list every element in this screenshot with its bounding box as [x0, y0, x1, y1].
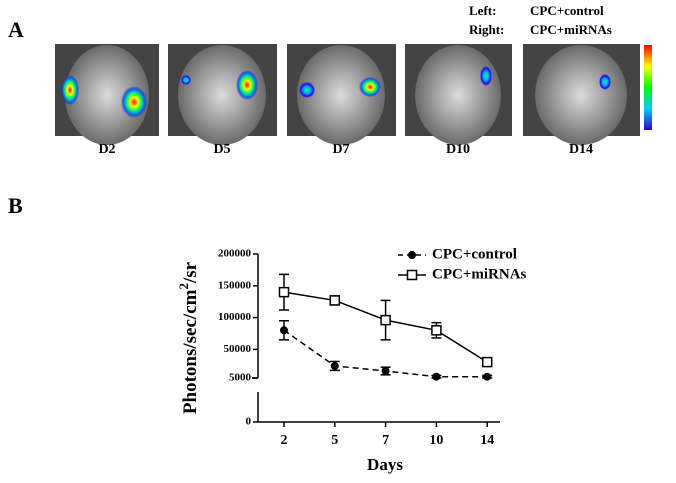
y-tick-label: 0 — [246, 416, 252, 428]
legend-label: CPC+control — [432, 246, 517, 262]
data-point — [481, 356, 493, 368]
data-point — [483, 372, 492, 381]
data-point — [329, 295, 341, 306]
y-axis-label: Photons/sec/cm2/sr — [176, 261, 201, 414]
chart: 0 5000 50000 100000 150000 200000 2 5 7 10 14 Days P… — [176, 246, 527, 473]
y-tick-label: 5000 — [229, 372, 252, 384]
image — [405, 44, 512, 145]
y-axis-label-part: Photons/sec/cm — [180, 289, 201, 414]
image — [287, 44, 396, 145]
image — [55, 44, 159, 145]
data-point — [280, 326, 288, 335]
images — [55, 44, 652, 145]
y-tick-label: 100000 — [218, 311, 252, 323]
image-caption: D7 — [332, 142, 349, 157]
header-value: CPC+miRNAs — [530, 22, 612, 37]
data-point — [381, 367, 390, 376]
image-caption: D14 — [569, 142, 593, 157]
legend-label: CPC+miRNAs — [432, 266, 527, 282]
image-caption: D2 — [98, 142, 115, 157]
captions: D2 D5 D7 D10 D14 — [98, 142, 593, 157]
x-tick-label: 2 — [281, 433, 288, 448]
data-point — [330, 361, 339, 370]
header-value: CPC+control — [530, 3, 604, 18]
image-caption: D5 — [213, 142, 230, 157]
y-tick-label: 150000 — [218, 279, 252, 291]
image-caption: D10 — [446, 142, 470, 157]
panel-label: B — [8, 193, 23, 218]
image — [168, 44, 277, 145]
data-point — [408, 251, 416, 259]
y-tick-label: 200000 — [218, 248, 252, 260]
header-key: Right: — [469, 22, 504, 37]
image — [523, 44, 640, 145]
x-tick-label: 7 — [382, 433, 389, 448]
x-axis-label: Days — [367, 455, 403, 474]
x-tick-label: 10 — [429, 433, 443, 448]
data-point — [380, 314, 391, 326]
y-axis-label-part: /sr — [180, 261, 201, 284]
panel-label: A — [8, 17, 24, 42]
data-point — [432, 372, 441, 381]
data-point — [431, 325, 442, 336]
data-point — [406, 269, 418, 281]
data-point — [278, 286, 290, 298]
header-key: Left: — [469, 3, 496, 18]
y-axis-label-part: 2 — [176, 283, 191, 290]
y-tick-label: 50000 — [224, 343, 252, 355]
colorbar — [644, 45, 652, 130]
x-tick-label: 5 — [331, 433, 338, 448]
x-tick-label: 14 — [480, 433, 494, 448]
